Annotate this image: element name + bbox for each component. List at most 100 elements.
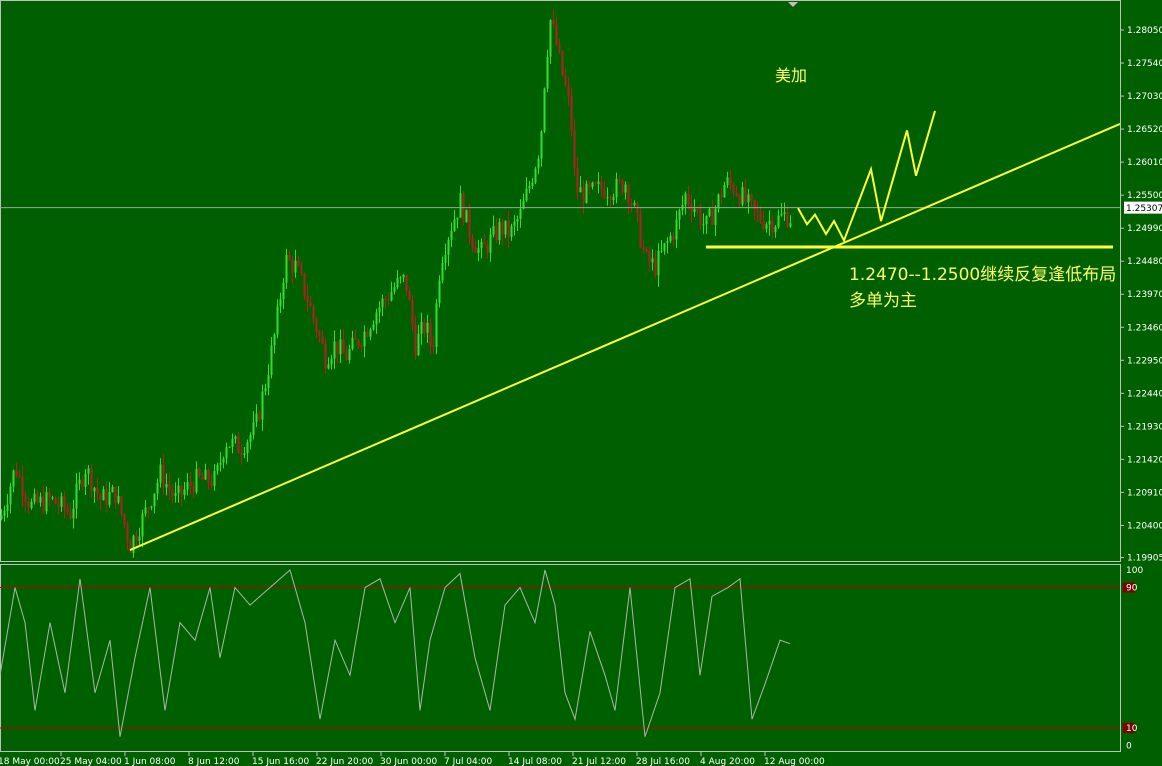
- candle-body: [483, 241, 486, 245]
- candle-body: [0, 515, 3, 519]
- scroll-marker-icon[interactable]: [788, 2, 798, 7]
- price-tick-label: 1.22440: [1127, 389, 1162, 399]
- candle-body: [147, 507, 150, 509]
- candle-body: [750, 194, 753, 200]
- candle-body: [336, 341, 339, 355]
- candle-body: [729, 177, 732, 185]
- candle: [81, 475, 84, 492]
- candle: [303, 272, 306, 300]
- candle-body: [624, 184, 627, 193]
- candle: [51, 495, 54, 501]
- time-tick-label: 7 Jul 04:00: [444, 757, 493, 766]
- candle-body: [741, 187, 744, 205]
- candle-body: [144, 507, 147, 514]
- candle: [729, 169, 732, 191]
- candle: [606, 187, 609, 206]
- candle: [270, 337, 273, 379]
- candle-body: [306, 295, 309, 303]
- candle-body: [471, 236, 474, 247]
- candle: [396, 270, 399, 290]
- level-tag-bg: [1123, 582, 1135, 593]
- candle: [735, 186, 738, 198]
- candle-body: [18, 475, 21, 477]
- candle: [618, 174, 621, 184]
- candle: [597, 172, 600, 194]
- candle: [258, 411, 261, 422]
- candle: [711, 199, 714, 226]
- candle: [75, 472, 78, 519]
- time-tick-label: 15 Jun 16:00: [252, 757, 309, 766]
- candle-body: [168, 484, 171, 491]
- candle: [468, 203, 471, 245]
- candle-body: [99, 494, 102, 501]
- candle: [171, 484, 174, 505]
- candle-body: [537, 158, 540, 169]
- candle-body: [171, 490, 174, 497]
- candle-body: [585, 183, 588, 204]
- candle: [594, 181, 597, 186]
- candle-body: [294, 260, 297, 273]
- candle-body: [435, 303, 438, 347]
- candle-body: [213, 470, 216, 487]
- candle-body: [39, 496, 42, 503]
- candle-body: [708, 208, 711, 216]
- candle: [552, 8, 555, 29]
- candle-body: [300, 265, 303, 274]
- candle-body: [174, 493, 177, 497]
- candle: [210, 473, 213, 490]
- candle: [309, 295, 312, 307]
- candle: [741, 182, 744, 207]
- candle: [774, 224, 777, 238]
- candle-body: [687, 193, 690, 204]
- candle-body: [342, 339, 345, 353]
- candle: [240, 444, 243, 465]
- candle: [321, 330, 324, 345]
- candle-body: [561, 51, 564, 76]
- candle: [624, 181, 627, 200]
- candle: [441, 256, 444, 284]
- candle: [678, 208, 681, 230]
- candle-body: [126, 524, 129, 541]
- candle: [90, 464, 93, 499]
- candle-body: [180, 485, 183, 496]
- time-tick-label: 18 May 00:00: [0, 757, 60, 766]
- candle-body: [474, 246, 477, 253]
- candle: [429, 318, 432, 355]
- candle-body: [747, 194, 750, 203]
- candle-body: [702, 224, 705, 226]
- candle-body: [594, 182, 597, 185]
- candle-body: [15, 470, 18, 476]
- candle: [447, 236, 450, 267]
- candle-body: [726, 177, 729, 186]
- candle: [72, 499, 75, 529]
- candle: [357, 338, 360, 350]
- candle-body: [528, 186, 531, 189]
- candle: [669, 232, 672, 244]
- trendline[interactable]: [129, 122, 1121, 551]
- candle-body: [75, 483, 78, 509]
- comment-line-2: 多单为主: [849, 291, 917, 311]
- candle-body: [660, 250, 663, 252]
- candle: [405, 274, 408, 296]
- candle: [390, 281, 393, 302]
- candle-body: [234, 436, 237, 439]
- candle-body: [105, 489, 108, 505]
- candle-body: [315, 319, 318, 333]
- candle: [66, 503, 69, 515]
- candle-body: [675, 219, 678, 240]
- candle: [126, 520, 129, 550]
- candle-body: [6, 504, 9, 511]
- candle-body: [96, 487, 99, 495]
- price-tick-label: 1.22950: [1127, 356, 1162, 366]
- candle-body: [735, 193, 738, 196]
- time-tick-label: 25 May 04:00: [60, 757, 122, 766]
- candle: [756, 200, 759, 223]
- price-tick-label: 1.24480: [1127, 257, 1162, 267]
- candle: [411, 294, 414, 332]
- candle: [204, 463, 207, 480]
- candle-body: [510, 226, 513, 237]
- candle-body: [414, 324, 417, 356]
- candle: [138, 527, 141, 547]
